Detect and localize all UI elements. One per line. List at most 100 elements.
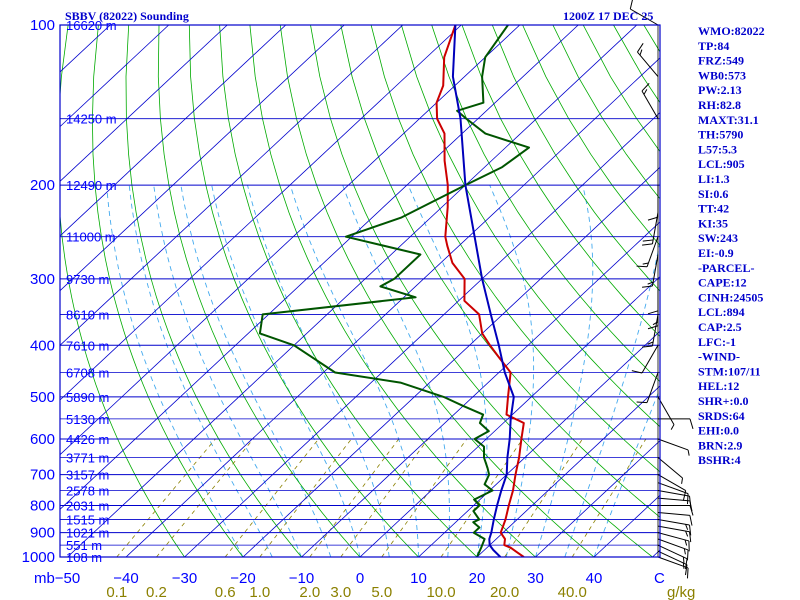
isobars [60, 25, 660, 557]
isotherms [60, 25, 660, 557]
pressure-tick-label: 300 [30, 271, 55, 288]
height-label: 2031 m [66, 498, 109, 513]
moist-adiabat [535, 185, 594, 557]
height-label: 12490 m [66, 178, 117, 193]
wind-barb-flag [682, 556, 685, 563]
pressure-tick-label: 800 [30, 497, 55, 514]
wind-barb-shaft [651, 314, 659, 347]
wind-barb-shaft [657, 396, 675, 425]
index-item: TP:84 [698, 39, 729, 53]
index-item: WB0:573 [698, 68, 746, 82]
wind-barb-flag [642, 262, 649, 265]
index-item: WMO:82022 [698, 24, 765, 38]
wind-barb-flag [652, 321, 659, 326]
height-label: 1021 m [66, 526, 109, 541]
wind-barb-flag [686, 549, 689, 561]
index-item: CAP:2.5 [698, 320, 742, 334]
wind-barb-shaft [641, 90, 659, 119]
mixing-ratio-label: 2.0 [299, 584, 320, 600]
index-item: STM:107/11 [698, 364, 761, 378]
wind-barb-flag [647, 216, 659, 221]
isotherm-line [476, 385, 660, 557]
wind-barb-shaft [646, 236, 659, 267]
isotherm-line [60, 25, 345, 292]
wind-barb-shaft [651, 254, 659, 287]
height-label: 9730 m [66, 272, 109, 287]
mixing-ratio-line [224, 438, 319, 557]
mixing-ratio-line [116, 438, 216, 557]
temperature-tick-label: 30 [527, 570, 544, 587]
isotherm-line [242, 166, 660, 557]
wind-barb-shaft [657, 497, 690, 502]
index-item: BSHR:4 [698, 453, 741, 467]
height-label: 4426 m [66, 432, 109, 447]
isotherm-line [60, 25, 579, 510]
wind-barb-flag [647, 341, 654, 345]
pressure-tick-label: 400 [30, 337, 55, 354]
index-item: TH:5790 [698, 128, 743, 142]
isotherm-line [60, 25, 521, 456]
isotherm-line [301, 221, 660, 557]
moist-adiabat [153, 185, 302, 557]
mixing-ratio-label: 1.0 [249, 584, 270, 600]
mixing-ratio-lines [116, 438, 647, 557]
index-item: HEL:12 [698, 379, 739, 393]
height-label: 16620 m [66, 18, 117, 33]
pressure-tick-label: 900 [30, 525, 55, 542]
height-label: 8610 m [66, 307, 109, 322]
dry-adiabat [795, 25, 800, 557]
height-label: 3157 m [66, 468, 109, 483]
index-item: RH:82.8 [698, 98, 741, 112]
index-item: SW:243 [698, 231, 738, 245]
temperature-tick-label: −50 [55, 570, 80, 587]
isotherm-line [60, 25, 404, 346]
mixing-ratio-line [571, 438, 647, 557]
temperature-tick-label: −30 [172, 570, 197, 587]
isotherm-line [60, 25, 287, 237]
wind-barb-flag [642, 285, 653, 288]
height-label: 3771 m [66, 450, 109, 465]
index-item: EHI:0.0 [698, 424, 739, 438]
moist-adiabat [247, 184, 390, 557]
wind-barb-flag [670, 424, 675, 430]
index-item: PW:2.13 [698, 83, 742, 97]
wind-barb-flag [642, 243, 653, 246]
index-item: CINH:24505 [698, 290, 763, 304]
temperature-tick-label: 40 [586, 570, 603, 587]
isotherm-line [535, 440, 660, 557]
moist-adiabat [289, 184, 419, 557]
pressure-tick-label: 500 [30, 389, 55, 406]
isotherm-line [60, 25, 170, 128]
wind-barb-flag [642, 239, 654, 242]
isotherm-line [184, 112, 660, 557]
moist-adiabat [180, 185, 332, 557]
height-label: 551 m [66, 538, 102, 553]
index-item: SRDS:64 [698, 409, 745, 423]
y-axis-unit: mb [34, 570, 55, 587]
plot-frame [59, 24, 661, 558]
height-label: 11000 m [66, 230, 116, 245]
index-item: FRZ:549 [698, 54, 744, 68]
height-label: 5890 m [66, 390, 109, 405]
wind-barb-flag [636, 401, 648, 404]
index-item: -WIND- [698, 350, 740, 364]
wind-barb-flag [647, 281, 654, 285]
wind-barbs [629, 0, 694, 579]
mixing-ratio-label: 0.6 [215, 584, 236, 600]
wind-barb-flag [637, 43, 644, 53]
wind-barb-shaft [657, 518, 690, 526]
wind-barb-shaft [657, 512, 690, 516]
moist-adiabat [489, 184, 535, 557]
index-item: L57:5.3 [698, 142, 737, 156]
pressure-tick-label: 100 [30, 17, 55, 34]
wind-barb-flag [682, 562, 685, 569]
wind-barb-flag [684, 539, 688, 546]
wind-barb-flag [639, 49, 643, 56]
parcel-trace [451, 25, 515, 557]
index-item: BRN:2.9 [698, 438, 742, 452]
moist-adiabat [211, 185, 361, 557]
wind-barb-shaft [657, 438, 689, 451]
wind-barb-shaft [657, 532, 690, 542]
wind-barb-shaft [630, 8, 659, 26]
